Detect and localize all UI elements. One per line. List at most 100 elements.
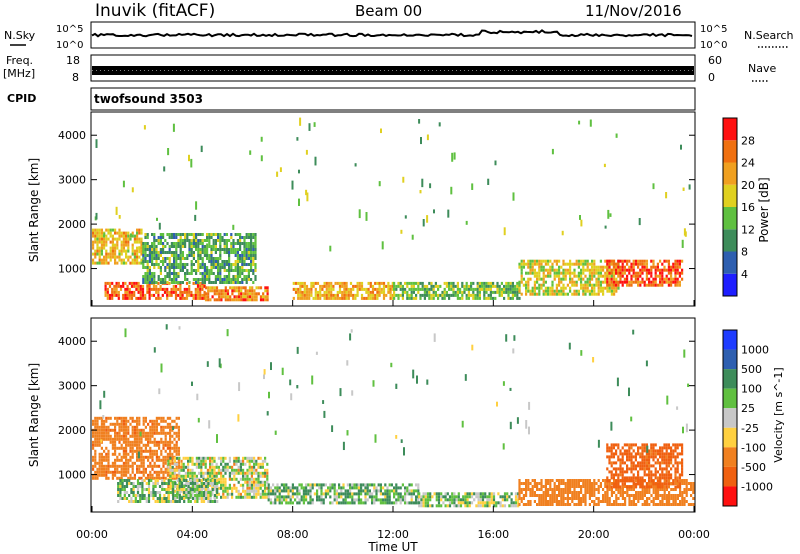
range-gate-cell xyxy=(457,492,460,496)
range-gate-cell xyxy=(345,290,348,294)
range-gate-cell xyxy=(549,289,552,293)
range-gate-cell xyxy=(96,249,99,253)
range-gate-cell xyxy=(141,287,145,291)
range-gate-cell xyxy=(597,497,600,500)
range-gate-cell xyxy=(437,498,441,502)
range-gate-cell xyxy=(136,231,139,235)
range-gate-cell xyxy=(621,271,624,275)
range-gate-cell xyxy=(384,492,387,496)
range-gate-cell xyxy=(209,479,212,482)
range-gate-cell xyxy=(410,281,413,285)
range-gate-cell xyxy=(152,485,155,488)
range-gate-cell xyxy=(245,236,248,239)
range-gate-cell xyxy=(177,431,180,435)
range-gate-cell xyxy=(175,452,178,456)
range-gate-cell xyxy=(507,284,510,288)
range-gate-cell xyxy=(654,494,657,497)
range-gate-cell xyxy=(111,452,114,456)
range-gate-cell xyxy=(148,266,151,269)
range-gate-cell xyxy=(617,280,620,284)
range-gate-cell xyxy=(369,296,372,300)
range-gate-cell xyxy=(162,242,165,245)
range-gate-cell xyxy=(105,249,108,253)
range-gate-cell xyxy=(92,234,95,238)
range-gate-cell xyxy=(680,144,682,150)
range-gate-cell xyxy=(129,455,132,459)
range-gate-cell xyxy=(224,456,227,460)
range-gate-cell xyxy=(174,497,177,500)
range-gate-cell xyxy=(412,296,415,300)
range-gate-cell xyxy=(172,491,175,494)
range-gate-cell xyxy=(171,419,174,423)
range-gate-cell xyxy=(200,474,203,478)
range-gate-cell xyxy=(139,494,142,497)
range-gate-cell xyxy=(155,452,158,456)
range-gate-cell xyxy=(630,503,633,506)
range-gate-cell xyxy=(608,497,611,500)
range-gate-cell xyxy=(613,286,616,290)
range-gate-cell xyxy=(181,233,184,236)
range-gate-cell xyxy=(628,265,631,269)
range-gate-cell xyxy=(147,464,150,468)
range-gate-cell xyxy=(670,283,673,287)
range-gate-cell xyxy=(466,495,469,499)
range-gate-cell xyxy=(615,503,618,506)
range-gate-cell xyxy=(250,266,253,269)
range-gate-cell xyxy=(499,504,502,508)
range-gate-cell xyxy=(448,495,452,499)
range-gate-cell xyxy=(307,501,310,505)
range-gate-cell xyxy=(536,494,539,497)
range-gate-cell xyxy=(637,446,640,450)
range-gate-cell xyxy=(440,498,443,502)
range-gate-cell xyxy=(520,274,523,278)
range-gate-cell xyxy=(298,501,301,505)
range-gate-cell xyxy=(192,251,195,254)
range-gate-cell xyxy=(278,486,281,490)
range-gate-cell xyxy=(121,482,124,485)
range-gate-cell xyxy=(391,296,394,300)
range-gate-cell xyxy=(577,479,580,482)
range-gate-cell xyxy=(131,446,134,450)
range-gate-cell xyxy=(360,501,363,505)
range-gate-cell xyxy=(116,467,119,471)
range-gate-cell xyxy=(198,491,201,494)
range-gate-cell xyxy=(136,449,139,453)
range-gate-cell xyxy=(602,289,605,293)
range-gate-cell xyxy=(518,296,521,300)
range-gate-cell xyxy=(129,255,132,259)
range-gate-cell xyxy=(549,479,552,482)
range-gate-cell xyxy=(212,242,215,245)
range-gate-cell xyxy=(408,296,411,300)
range-gate-cell xyxy=(527,289,530,293)
range-gate-cell xyxy=(203,281,206,284)
range-gate-cell xyxy=(643,503,646,506)
range-gate-cell xyxy=(147,491,151,494)
range-gate-cell xyxy=(163,497,166,500)
range-gate-cell xyxy=(650,479,653,483)
range-gate-cell xyxy=(174,500,177,503)
range-gate-cell xyxy=(421,284,424,288)
range-gate-cell xyxy=(542,485,545,488)
range-gate-cell xyxy=(314,287,317,291)
range-gate-cell xyxy=(161,497,164,500)
range-gate-cell xyxy=(648,458,651,462)
range-gate-cell xyxy=(621,488,624,491)
range-gate-cell xyxy=(626,485,629,489)
range-gate-cell xyxy=(175,248,178,251)
range-gate-cell xyxy=(551,494,554,497)
range-gate-cell xyxy=(231,292,234,296)
range-gate-cell xyxy=(246,483,249,487)
range-gate-cell xyxy=(382,501,385,505)
range-gate-cell xyxy=(111,237,114,241)
range-gate-cell xyxy=(131,476,134,480)
range-gate-cell xyxy=(623,482,626,486)
range-gate-cell xyxy=(120,258,123,262)
range-gate-cell xyxy=(588,277,591,281)
range-gate-cell xyxy=(239,266,242,269)
range-gate-cell xyxy=(168,257,171,260)
range-gate-cell xyxy=(224,495,227,499)
range-gate-cell xyxy=(122,416,125,420)
range-gate-cell xyxy=(188,245,191,248)
range-gate-cell xyxy=(577,271,580,275)
range-gate-cell xyxy=(681,268,684,272)
